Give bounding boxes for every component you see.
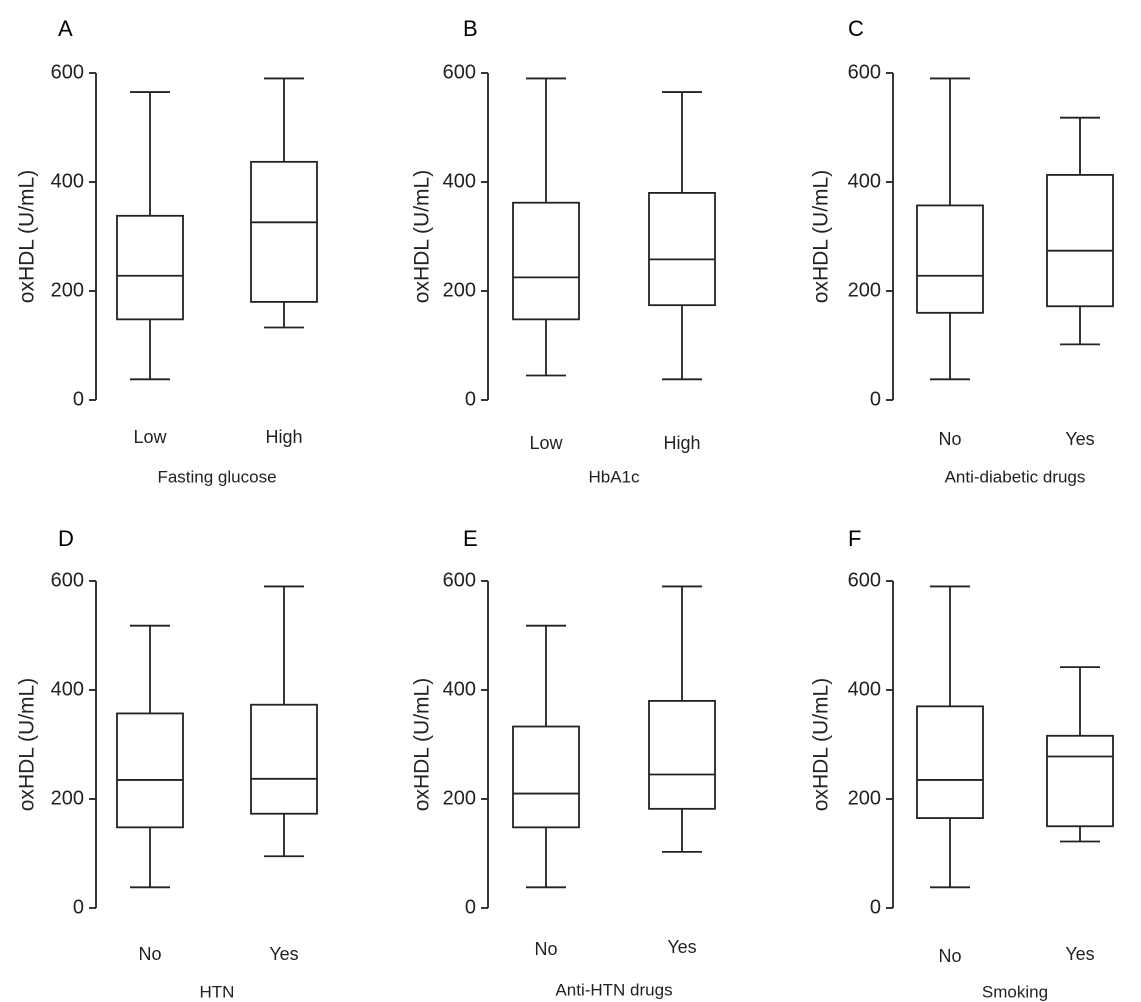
x-axis-label: Smoking xyxy=(982,982,1048,1001)
y-tick-label: 400 xyxy=(51,170,84,192)
y-tick-label: 200 xyxy=(848,787,881,809)
category-label: Yes xyxy=(1065,429,1094,449)
x-axis-label: Fasting glucose xyxy=(157,467,276,486)
y-tick-label: 200 xyxy=(443,787,476,809)
box-iqr xyxy=(1046,734,1114,828)
box-iqr xyxy=(250,703,318,815)
x-axis-label: Anti-diabetic drugs xyxy=(945,467,1086,486)
y-axis-label: oxHDL (U/mL) xyxy=(411,678,434,811)
y-tick-label: 200 xyxy=(848,279,881,301)
category-label: High xyxy=(663,433,700,453)
category-label: High xyxy=(265,427,302,447)
box-iqr xyxy=(250,160,318,303)
y-tick-label: 0 xyxy=(465,896,476,918)
y-tick-label: 600 xyxy=(848,569,881,591)
y-tick-label: 0 xyxy=(465,388,476,410)
y-tick-label: 600 xyxy=(51,61,84,83)
box-iqr xyxy=(512,725,580,829)
box-iqr xyxy=(1046,174,1114,308)
x-axis-label: HbA1c xyxy=(588,467,640,486)
category-label: No xyxy=(938,946,961,966)
panel-letter: C xyxy=(848,16,864,41)
panel-letter: E xyxy=(463,526,478,551)
category-label: Yes xyxy=(667,937,696,957)
y-tick-label: 400 xyxy=(443,170,476,192)
box-iqr xyxy=(648,700,716,810)
y-tick-label: 0 xyxy=(870,896,881,918)
y-tick-label: 400 xyxy=(848,678,881,700)
box-iqr xyxy=(512,201,580,321)
y-tick-label: 600 xyxy=(443,569,476,591)
box-iqr xyxy=(916,705,984,819)
category-label: Low xyxy=(529,433,563,453)
y-axis-label: oxHDL (U/mL) xyxy=(16,678,39,811)
category-label: No xyxy=(938,429,961,449)
y-tick-label: 200 xyxy=(443,279,476,301)
y-tick-label: 600 xyxy=(848,61,881,83)
y-tick-label: 400 xyxy=(848,170,881,192)
category-label: Yes xyxy=(1065,944,1094,964)
panel-letter: F xyxy=(848,526,861,551)
y-tick-label: 200 xyxy=(51,279,84,301)
category-label: Low xyxy=(133,427,167,447)
panel-letter: D xyxy=(58,526,74,551)
y-axis-label: oxHDL (U/mL) xyxy=(810,170,833,303)
box-iqr xyxy=(916,204,984,314)
y-tick-label: 600 xyxy=(51,569,84,591)
category-label: No xyxy=(534,939,557,959)
category-label: Yes xyxy=(269,944,298,964)
x-axis-label: HTN xyxy=(200,982,235,1001)
category-label: No xyxy=(138,944,161,964)
y-tick-label: 400 xyxy=(51,678,84,700)
y-axis-label: oxHDL (U/mL) xyxy=(411,170,434,303)
box-iqr xyxy=(648,191,716,307)
y-tick-label: 400 xyxy=(443,678,476,700)
panel-letter: B xyxy=(463,16,478,41)
y-axis-label: oxHDL (U/mL) xyxy=(810,678,833,811)
y-tick-label: 0 xyxy=(73,388,84,410)
box-iqr xyxy=(116,214,184,321)
panel-letter: A xyxy=(58,16,73,41)
y-tick-label: 0 xyxy=(870,388,881,410)
x-axis-label: Anti-HTN drugs xyxy=(555,980,672,999)
y-tick-label: 600 xyxy=(443,61,476,83)
y-tick-label: 0 xyxy=(73,896,84,918)
box-iqr xyxy=(116,712,184,829)
y-tick-label: 200 xyxy=(51,787,84,809)
y-axis-label: oxHDL (U/mL) xyxy=(16,170,39,303)
